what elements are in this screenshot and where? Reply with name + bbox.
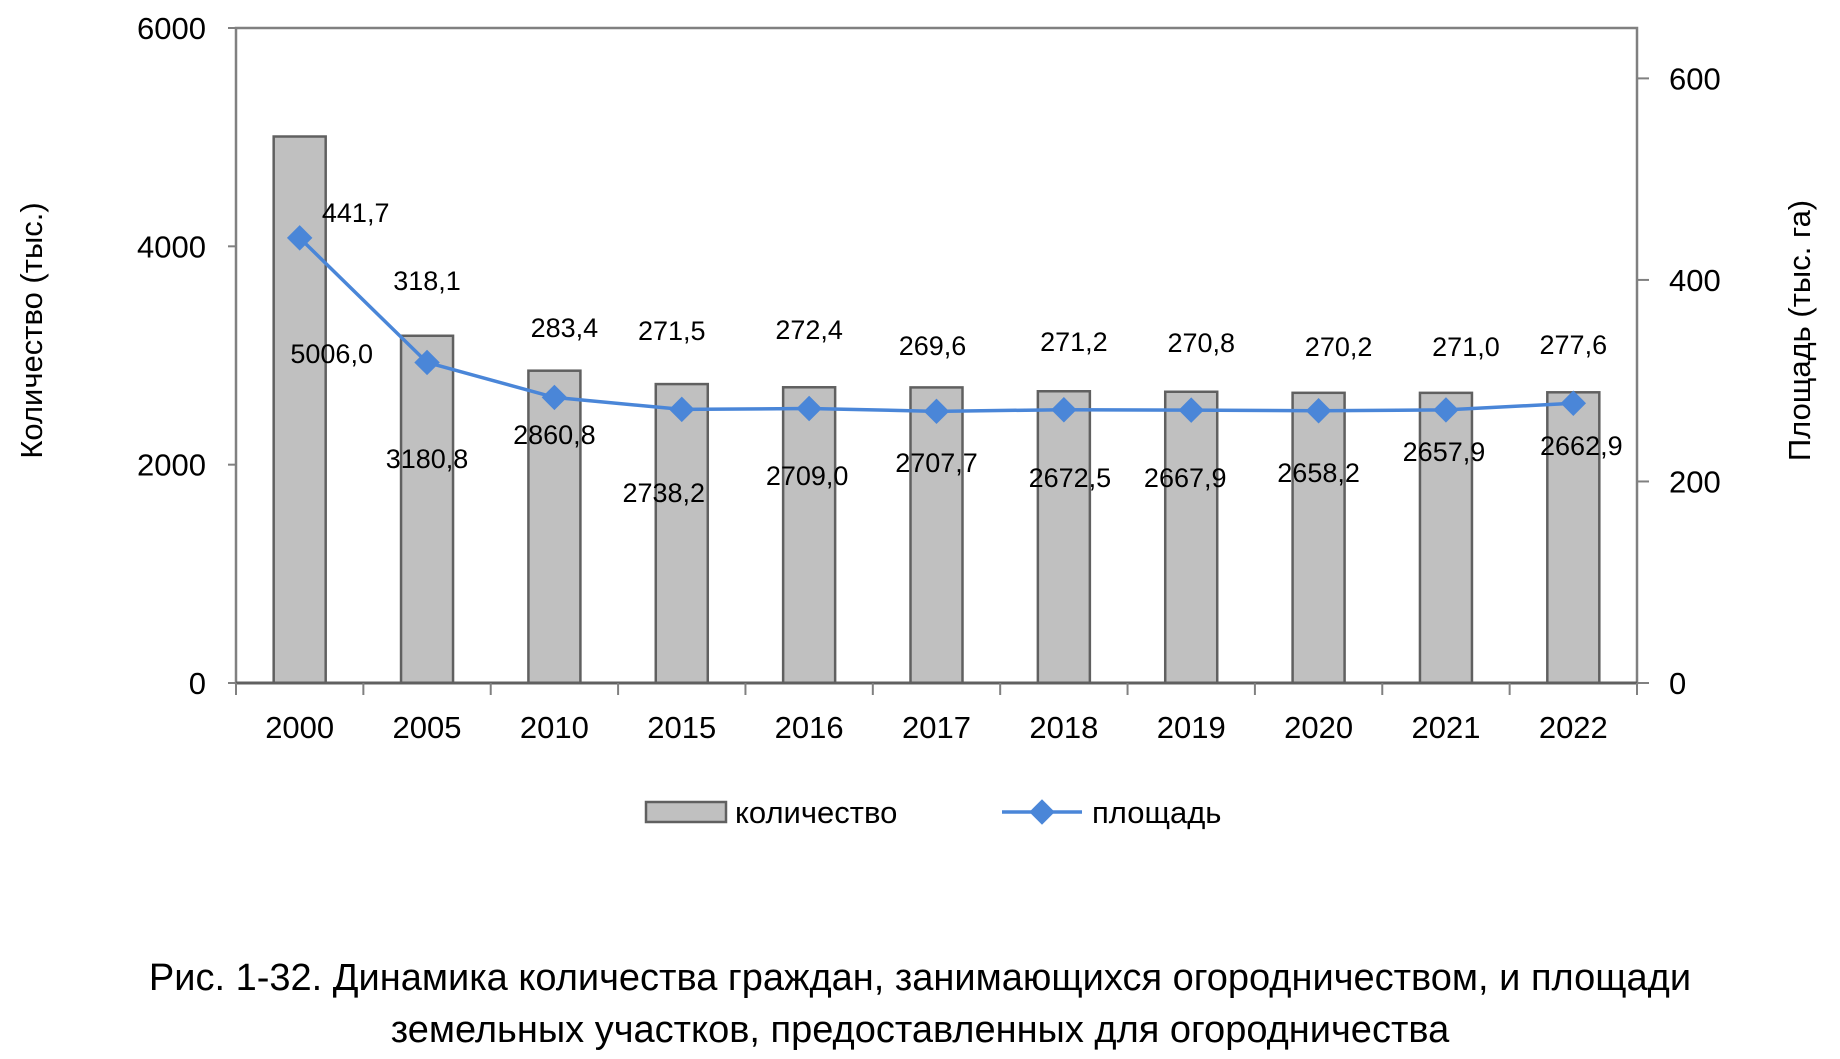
x-tick-label: 2022 [1539, 710, 1608, 745]
bar-2015 [654, 382, 710, 685]
area-marker-2015 [669, 396, 695, 423]
area-data-label: 441,7 [322, 198, 390, 228]
bar-2010 [527, 369, 582, 685]
legend-label-area: площадь [1092, 795, 1221, 830]
bar-2021 [1418, 391, 1474, 685]
count-data-label: 2860,8 [513, 420, 596, 450]
count-data-label: 2662,9 [1540, 431, 1623, 461]
right-tick-label: 400 [1669, 263, 1721, 298]
x-tick-label: 2021 [1411, 710, 1480, 745]
count-data-label: 2707,7 [895, 448, 978, 478]
left-tick-label: 2000 [137, 448, 206, 483]
caption-line-2: земельных участков, предоставленных для … [390, 1009, 1450, 1051]
left-axis-title: Количество (тыс.) [14, 202, 49, 458]
area-data-label: 270,2 [1305, 332, 1373, 362]
bar-2022 [1546, 391, 1601, 685]
x-tick-label: 2020 [1284, 710, 1353, 745]
caption-line-1: Рис. 1-32. Динамика количества граждан, … [148, 957, 1692, 999]
x-tick-label: 2016 [775, 710, 844, 745]
combo-chart: 0 2000 4000 6000 0 200 400 600 2000 2005 2010 2015 2… [14, 11, 1817, 830]
figure-caption: Рис. 1-32. Динамика количества граждан, … [0, 952, 1840, 1056]
bar-2000 [272, 135, 327, 685]
x-tick-label: 2017 [902, 710, 971, 745]
x-tick-label: 2000 [265, 710, 334, 745]
area-data-label: 271,5 [638, 316, 706, 346]
area-marker-2016 [796, 395, 822, 422]
area-data-label: 318,1 [393, 266, 461, 296]
left-tick-label: 4000 [137, 229, 206, 264]
area-marker-2017 [923, 398, 950, 425]
bar-2019 [1163, 390, 1219, 685]
area-data-label: 271,0 [1432, 332, 1500, 362]
right-tick-label: 600 [1669, 61, 1721, 96]
area-marker-2005 [414, 349, 440, 376]
count-data-label: 5006,0 [290, 339, 373, 369]
left-tick-label: 6000 [137, 11, 206, 46]
count-data-label: 3180,8 [386, 444, 469, 474]
count-data-label: 2658,2 [1277, 458, 1360, 488]
count-data-label: 2738,2 [622, 478, 705, 508]
area-line [298, 236, 1574, 414]
count-data-label: 2657,9 [1403, 437, 1486, 467]
bar-2016 [781, 386, 837, 685]
x-tick-label: 2010 [520, 710, 589, 745]
count-data-label: 2672,5 [1029, 463, 1112, 493]
legend-diamond-icon [1029, 799, 1055, 825]
area-data-label: 271,2 [1040, 327, 1108, 357]
area-data-label: 270,8 [1167, 328, 1235, 358]
right-axis-title: Площадь (тыс. га) [1782, 200, 1817, 461]
count-data-label: 2709,0 [766, 461, 849, 491]
x-tick-label: 2018 [1029, 710, 1098, 745]
x-tick-label: 2019 [1157, 710, 1226, 745]
bar-2020 [1291, 391, 1346, 685]
area-data-label: 277,6 [1540, 330, 1608, 360]
legend-bar-swatch [644, 800, 728, 824]
area-data-label: 269,6 [899, 331, 967, 361]
x-tick-label: 2005 [393, 710, 462, 745]
left-tick-label: 0 [189, 666, 206, 701]
bar-2018 [1036, 390, 1092, 685]
count-data-label: 2667,9 [1144, 463, 1227, 493]
area-data-label: 283,4 [531, 313, 599, 343]
legend-label-count: количество [735, 795, 897, 830]
right-tick-label: 200 [1669, 464, 1721, 499]
x-tick-label: 2015 [647, 710, 716, 745]
area-marker-2010 [541, 384, 568, 411]
area-data-label: 272,4 [775, 315, 843, 345]
bar-2017 [909, 386, 964, 685]
area-marker-2000 [286, 225, 313, 251]
bar-2005 [399, 334, 455, 685]
right-tick-label: 0 [1669, 666, 1686, 701]
